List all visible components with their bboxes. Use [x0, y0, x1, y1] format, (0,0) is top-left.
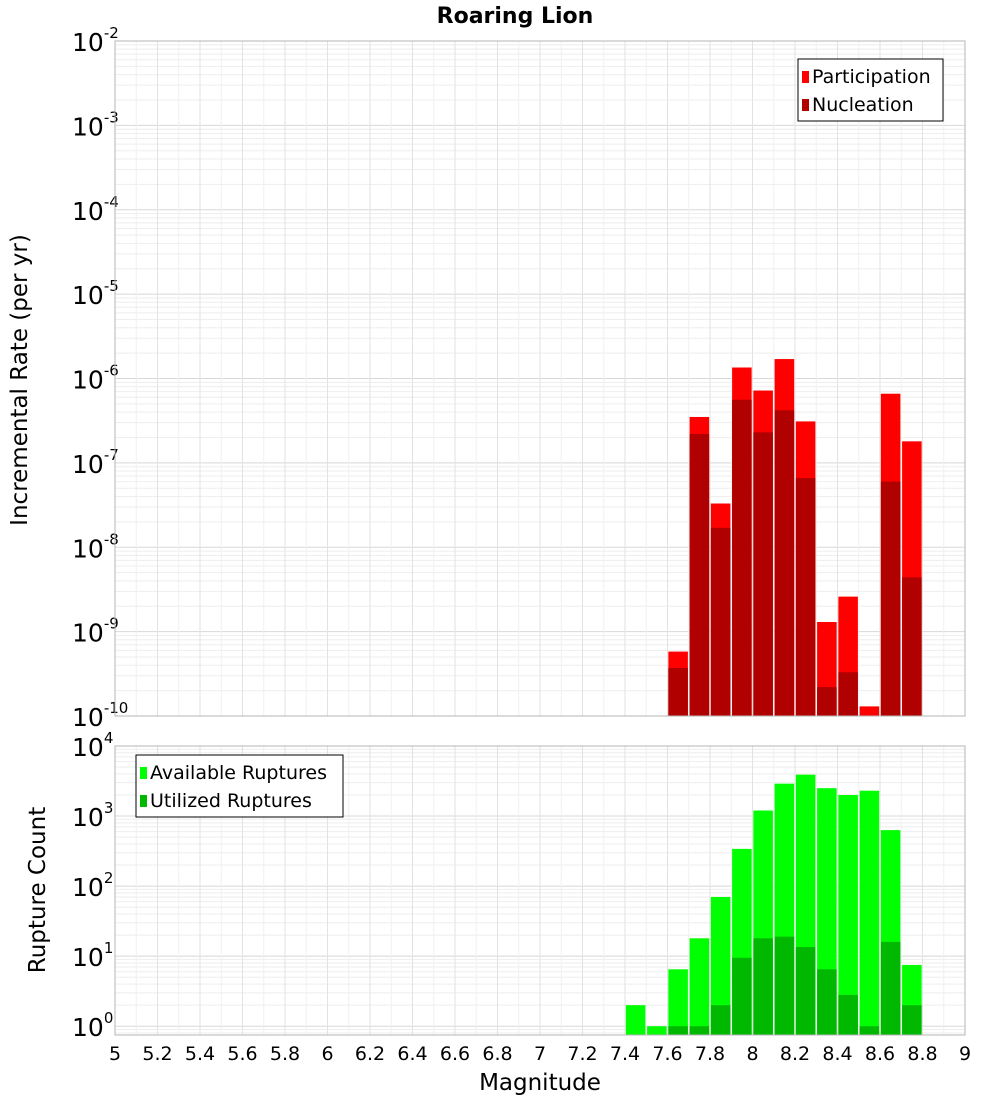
rate-plot: 10-10 10-9 10-8 10-7 10-6 10-5 10-4 10-3 10-2: [72, 24, 966, 732]
legend-label: Nucleation: [812, 94, 914, 116]
bar-secondary: [838, 672, 858, 716]
y-tick-label: 10-6: [72, 362, 119, 395]
x-tick-label: 7: [534, 1043, 546, 1065]
bar-secondary: [795, 478, 816, 716]
rate-legend: Participation Nucleation: [797, 58, 944, 122]
bar-secondary: [689, 1026, 710, 1035]
x-tick-label: 5.4: [185, 1043, 215, 1065]
bar-secondary: [902, 1005, 922, 1035]
bar-secondary: [732, 399, 752, 716]
bar-primary: [647, 1026, 667, 1035]
y-tick-label: 10-10: [72, 699, 128, 732]
x-tick-label: 5.2: [142, 1043, 172, 1065]
bar-primary: [668, 969, 688, 1035]
bar-secondary: [774, 936, 795, 1035]
y-tick-label: 100: [72, 1009, 113, 1042]
legend-label: Utilized Ruptures: [150, 790, 312, 812]
x-tick-label: 9: [959, 1043, 971, 1065]
y-tick-label: 10-2: [72, 24, 119, 57]
legend-box: [135, 754, 344, 818]
count-legend: Available Ruptures Utilized Ruptures: [135, 754, 344, 818]
x-tick-label: 8.2: [780, 1043, 810, 1065]
bar-secondary: [710, 1005, 731, 1035]
bar-secondary: [880, 481, 901, 716]
y-tick-label: 10-5: [72, 277, 119, 310]
bar-secondary: [880, 941, 901, 1035]
x-tick-label: 8.4: [822, 1043, 852, 1065]
legend-swatch: [140, 795, 147, 807]
bar-secondary: [795, 947, 816, 1035]
x-axis-title: Magnitude: [479, 1070, 601, 1096]
x-tick-label: 6.2: [355, 1043, 385, 1065]
x-tick-label: 6.4: [397, 1043, 427, 1065]
bar-secondary: [753, 938, 773, 1035]
bar-secondary: [668, 1026, 688, 1035]
x-tick-label: 5: [109, 1043, 121, 1065]
bar-secondary: [902, 577, 922, 716]
bar-secondary: [817, 969, 837, 1035]
x-tick-label: 6.8: [482, 1043, 512, 1065]
bar-secondary: [668, 668, 688, 716]
x-tick-label: 7.2: [567, 1043, 597, 1065]
x-tick-label: 7.8: [695, 1043, 725, 1065]
legend-box: [797, 58, 944, 122]
x-tick-label: 8: [746, 1043, 758, 1065]
x-tick-label: 6.6: [440, 1043, 470, 1065]
x-tick-label: 6: [321, 1043, 333, 1065]
bar-secondary: [774, 410, 795, 716]
bar-secondary: [689, 433, 710, 716]
x-tick-label: 7.6: [652, 1043, 682, 1065]
x-tick-label: 5.6: [227, 1043, 257, 1065]
y-tick-label: 102: [72, 869, 113, 902]
plot-frame: [114, 40, 966, 717]
y-tick-label: 10-8: [72, 530, 119, 563]
bar-primary: [859, 790, 880, 1035]
x-tick-label: 8.8: [907, 1043, 937, 1065]
y-tick-label: 10-9: [72, 615, 119, 648]
legend-label: Available Ruptures: [150, 762, 327, 784]
legend-swatch: [802, 99, 809, 111]
chart-title: Roaring Lion: [437, 4, 594, 29]
legend-swatch: [140, 767, 147, 779]
count-plot: 100 101 102 103 104 5 5.2 5.4 5.6 5.8 6 6.2 6.4 6.6 6.…: [72, 729, 971, 1065]
bar-secondary: [859, 1026, 880, 1035]
bar-primary: [689, 938, 710, 1035]
y-tick-label: 104: [72, 729, 113, 762]
x-tick-label: 8.6: [865, 1043, 895, 1065]
bottom-y-axis-title: Rupture Count: [25, 807, 51, 973]
bar-primary: [710, 896, 731, 1035]
bar-secondary: [753, 432, 773, 716]
bar-secondary: [732, 957, 752, 1035]
y-tick-label: 103: [72, 799, 113, 832]
legend-swatch: [802, 71, 809, 83]
legend-label: Participation: [812, 66, 931, 88]
x-tick-label: 5.8: [270, 1043, 300, 1065]
bar-primary: [625, 1005, 646, 1035]
y-tick-label: 101: [72, 939, 113, 972]
bar-secondary: [838, 994, 858, 1035]
bar-secondary: [710, 527, 731, 716]
bar-primary: [838, 794, 858, 1035]
top-y-axis-title: Incremental Rate (per yr): [7, 234, 33, 526]
plot-frame: [114, 745, 966, 1036]
y-tick-label: 10-7: [72, 446, 119, 479]
x-tick-label: 7.4: [610, 1043, 640, 1065]
y-tick-label: 10-4: [72, 193, 119, 226]
bar-primary: [859, 706, 880, 716]
bar-secondary: [817, 687, 837, 716]
y-tick-label: 10-3: [72, 108, 119, 141]
